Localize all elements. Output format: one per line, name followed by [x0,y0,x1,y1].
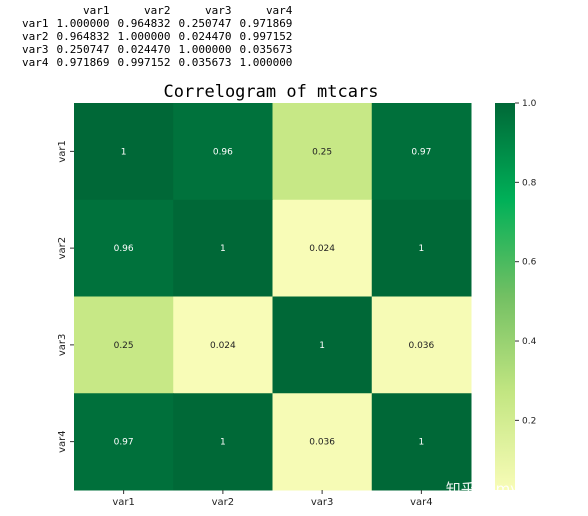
printout-col-header: var2 [143,4,171,17]
printout-col-header: var3 [204,4,232,17]
heatmap-cell [173,103,273,201]
printout-cell: 1.000000 [178,43,232,56]
x-tick-label: var1 [112,497,135,508]
cell-value-label: 0.96 [114,244,134,254]
colorbar-ticks: 0.2 0.4 0.6 0.8 1.0 [515,99,537,426]
printout-corner [22,4,53,17]
colorbar-tick-label: 0.2 [522,416,536,426]
cell-value-label: 0.96 [213,147,233,157]
heatmap-cell [272,199,373,297]
cell-value-label: 0.97 [411,147,431,157]
heatmap-cell [173,199,273,297]
printout-row-label: var1 [22,17,49,30]
watermark-text: 知乎 @my breath [446,480,573,498]
printout-cell: 0.997152 [239,30,293,43]
printout-col-header: var4 [265,4,293,17]
printout-row: var3 0.250747 0.024470 1.000000 0.035673 [22,43,296,56]
cell-value-label: 1 [419,438,425,448]
cell-value-label: 1 [319,341,325,351]
heatmap-cell [371,296,472,394]
cell-value-label: 1 [419,244,425,254]
heatmap-cell [371,199,472,297]
x-tick-label: var4 [410,497,433,508]
heatmap-cell [74,296,174,394]
cell-value-label: 1 [220,438,226,448]
cell-value-label: 0.97 [114,438,134,448]
cell-value-label: 0.25 [312,147,332,157]
y-tick-label: var4 [57,430,68,453]
cell-value-label: 1 [121,147,127,157]
y-axis: var1 var2 var3 var4 [57,140,74,453]
colorbar-tick-label: 0.4 [522,337,537,347]
heatmap-cell [371,393,472,491]
printout-cell: 0.024470 [117,43,171,56]
printout-col-header: var1 [82,4,110,17]
printout-cell: 0.024470 [178,30,232,43]
printout-cell: 1.000000 [117,30,171,43]
printout-cell: 0.964832 [56,30,110,43]
y-tick-label: var3 [57,334,68,357]
colorbar-tick-label: 0.8 [522,178,537,188]
printout-row-label: var3 [22,43,49,56]
x-tick-label: var2 [212,497,235,508]
heatmap-cell [173,393,273,491]
colorbar [495,103,515,490]
heatmap-cell [173,296,273,394]
printout-cell: 1.000000 [56,17,110,30]
cell-value-label: 0.024 [210,341,236,351]
cell-value-label: 0.036 [408,341,434,351]
printout-cell: 0.997152 [117,56,171,69]
printout-cell: 0.250747 [178,17,232,30]
colorbar-tick-label: 0.6 [522,258,537,268]
heatmap-cell [74,393,174,491]
heatmap-cell [272,393,373,491]
cell-value-label: 1 [220,244,226,254]
printout-row: var4 0.971869 0.997152 0.035673 1.000000 [22,56,296,69]
printout-row: var1 1.000000 0.964832 0.250747 0.971869 [22,17,296,30]
printout-cell: 0.035673 [178,56,232,69]
colorbar-tick-label: 1.0 [522,99,537,109]
x-tick-label: var3 [311,497,334,508]
y-tick-label: var1 [57,140,68,163]
x-axis: var1 var2 var3 var4 [112,490,433,508]
correlation-printout: var1 var2 var3 var4 var1 1.000000 0.9648… [22,4,296,69]
printout-row-label: var4 [22,56,49,69]
heatmap-cell [371,103,472,201]
heatmap-annotations: 1 0.96 0.25 0.97 0.96 1 0.024 1 0.25 0.024 1 0.036 0… [114,147,435,447]
chart-title: Correlogram of mtcars [164,82,379,102]
printout-cell: 0.250747 [56,43,110,56]
printout-cell: 0.964832 [117,17,171,30]
heatmap-cells [74,103,472,491]
heatmap-cell [74,199,174,297]
printout-header-row: var1 var2 var3 var4 [22,4,296,17]
heatmap-cell [272,296,373,394]
printout-cell: 0.971869 [56,56,110,69]
y-tick-label: var2 [57,237,68,260]
printout-cell: 0.971869 [239,17,293,30]
heatmap-cell [272,103,373,201]
cell-value-label: 0.036 [309,438,335,448]
printout-row-label: var2 [22,30,49,43]
printout-cell: 0.035673 [239,43,293,56]
cell-value-label: 0.024 [309,244,335,254]
printout-cell: 1.000000 [239,56,293,69]
heatmap-cell [74,103,174,201]
cell-value-label: 0.25 [114,341,134,351]
printout-row: var2 0.964832 1.000000 0.024470 0.997152 [22,30,296,43]
